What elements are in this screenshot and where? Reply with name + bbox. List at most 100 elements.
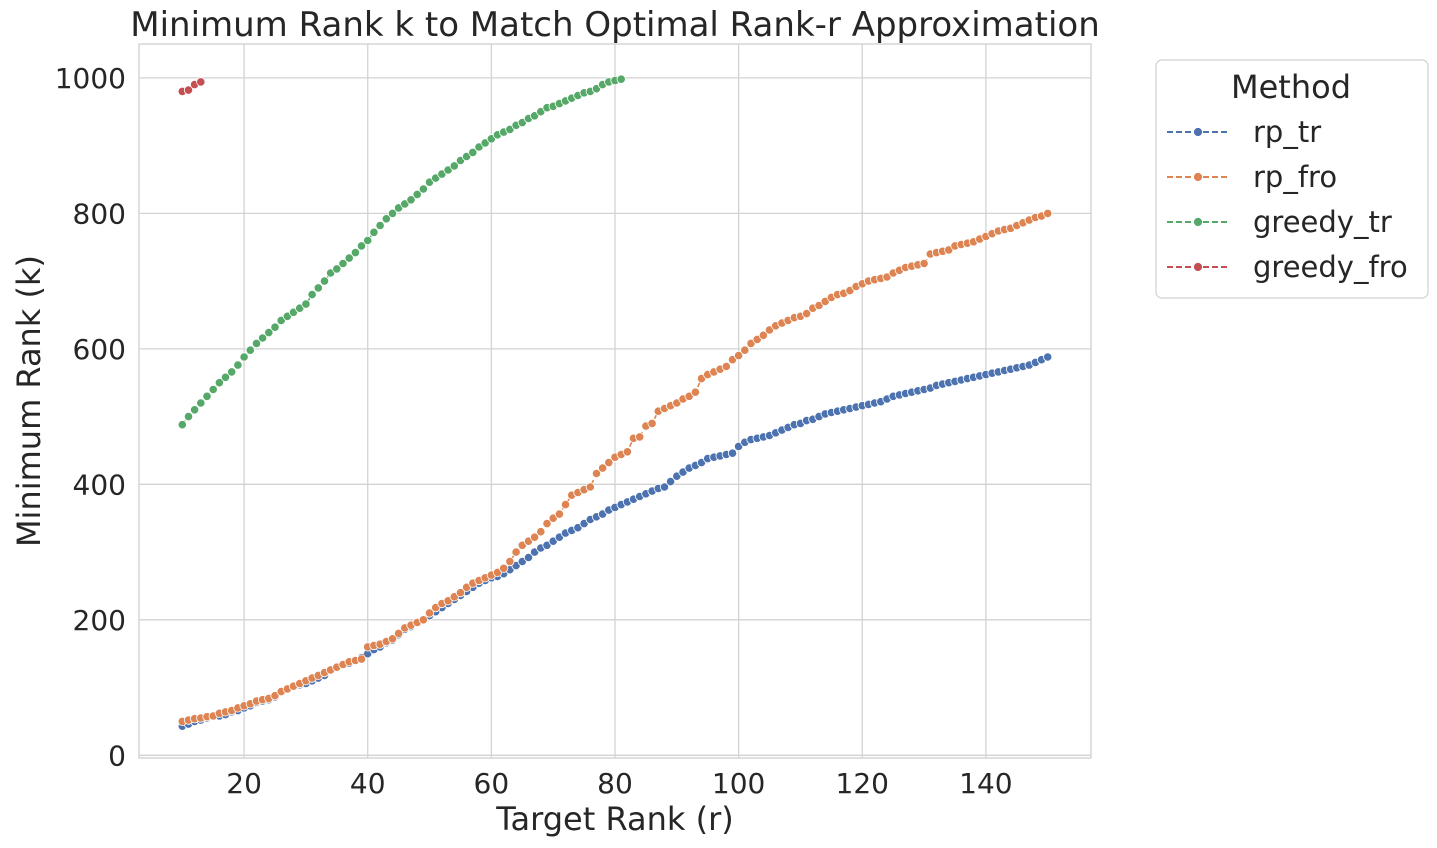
data-point bbox=[758, 330, 769, 340]
data-point bbox=[307, 289, 317, 300]
data-point bbox=[202, 391, 212, 401]
x-axis-label: Target Rank (r) bbox=[495, 800, 733, 838]
data-point bbox=[585, 482, 595, 492]
data-point bbox=[356, 654, 367, 664]
legend-label: rp_fro bbox=[1253, 160, 1337, 194]
data-point bbox=[338, 258, 348, 269]
data-point bbox=[196, 398, 206, 408]
y-tick-label: 200 bbox=[73, 604, 126, 637]
data-point bbox=[344, 253, 354, 263]
data-point bbox=[1043, 208, 1053, 218]
x-tick-label: 100 bbox=[712, 767, 765, 800]
data-point bbox=[257, 333, 268, 343]
data-point bbox=[468, 147, 478, 157]
data-point bbox=[208, 384, 218, 395]
data-point bbox=[733, 350, 744, 361]
x-tick-labels: 20 40 60 80 100 120 140 bbox=[226, 767, 1012, 800]
data-point bbox=[604, 457, 614, 468]
data-point bbox=[659, 482, 670, 492]
data-point bbox=[196, 77, 206, 87]
data-point bbox=[375, 220, 385, 231]
data-point bbox=[740, 345, 750, 355]
data-point bbox=[233, 360, 243, 370]
y-tick-labels: 0 200 400 600 800 1000 bbox=[55, 62, 126, 772]
data-point bbox=[227, 367, 237, 377]
data-point bbox=[319, 276, 330, 286]
data-point bbox=[505, 556, 515, 567]
legend-items: rp_tr rp_fro greedy_tr greedy_fro bbox=[1167, 115, 1408, 284]
y-tick-label: 0 bbox=[108, 739, 126, 772]
legend-marker bbox=[1193, 172, 1203, 182]
data-point bbox=[301, 299, 311, 309]
data-point bbox=[251, 338, 262, 348]
data-point bbox=[332, 264, 342, 274]
legend-label: greedy_tr bbox=[1253, 205, 1392, 239]
data-point bbox=[554, 509, 565, 519]
y-tick-label: 800 bbox=[73, 197, 126, 230]
data-point bbox=[313, 283, 323, 293]
legend-item-greedy_tr: greedy_tr bbox=[1167, 205, 1392, 239]
data-point bbox=[727, 448, 738, 458]
data-point bbox=[647, 418, 657, 428]
legend-marker bbox=[1193, 262, 1203, 272]
data-point bbox=[406, 195, 416, 205]
data-point bbox=[387, 208, 398, 218]
data-point bbox=[363, 235, 373, 246]
data-point bbox=[511, 547, 521, 557]
data-point bbox=[350, 248, 360, 258]
legend-item-greedy_fro: greedy_fro bbox=[1167, 250, 1408, 284]
data-point bbox=[177, 420, 187, 430]
data-point bbox=[523, 552, 534, 563]
y-tick-label: 600 bbox=[73, 333, 126, 366]
data-point bbox=[424, 608, 435, 618]
data-point bbox=[418, 184, 428, 194]
data-point bbox=[529, 532, 540, 542]
data-point bbox=[264, 327, 274, 338]
data-point bbox=[616, 74, 626, 84]
data-point bbox=[455, 588, 466, 598]
legend-label: rp_tr bbox=[1253, 115, 1321, 149]
data-point bbox=[665, 476, 676, 487]
chart-title: Minimum Rank k to Match Optimal Rank-r A… bbox=[130, 5, 1100, 45]
data-point bbox=[183, 85, 194, 95]
legend-label: greedy_fro bbox=[1253, 250, 1408, 284]
x-tick-label: 120 bbox=[836, 767, 889, 800]
legend-title: Method bbox=[1231, 68, 1351, 106]
data-point bbox=[597, 463, 608, 473]
legend-marker bbox=[1193, 127, 1203, 137]
legend-box bbox=[1155, 59, 1429, 299]
data-point bbox=[183, 411, 194, 422]
data-point bbox=[622, 447, 633, 457]
x-tick-label: 60 bbox=[474, 767, 510, 800]
legend-item-rp_fro: rp_fro bbox=[1167, 160, 1337, 194]
series-greedy_tr bbox=[177, 74, 626, 430]
data-point bbox=[542, 518, 552, 529]
data-point bbox=[190, 405, 200, 415]
data-point bbox=[245, 345, 255, 355]
data-point bbox=[560, 499, 571, 510]
data-point bbox=[801, 308, 812, 319]
x-tick-label: 20 bbox=[226, 767, 262, 800]
legend-marker bbox=[1193, 217, 1203, 227]
series-greedy_fro bbox=[177, 77, 206, 97]
data-point bbox=[387, 634, 398, 644]
data-point bbox=[412, 189, 422, 199]
y-tick-label: 1000 bbox=[55, 62, 126, 95]
data-point bbox=[690, 387, 701, 397]
data-point bbox=[919, 258, 929, 269]
x-tick-label: 40 bbox=[350, 767, 386, 800]
data-point bbox=[449, 161, 459, 171]
data-point bbox=[369, 227, 379, 237]
data-point bbox=[635, 432, 645, 442]
y-tick-label: 400 bbox=[73, 468, 126, 501]
x-tick-label: 140 bbox=[959, 767, 1012, 800]
data-point bbox=[356, 241, 367, 251]
data-point bbox=[721, 361, 731, 372]
legend-item-rp_tr: rp_tr bbox=[1167, 115, 1321, 149]
legend: Method rp_tr rp_fro greedy_tr greedy_fro bbox=[1155, 59, 1429, 299]
data-point bbox=[591, 468, 602, 479]
data-point bbox=[214, 378, 224, 388]
data-point bbox=[393, 628, 404, 639]
y-axis-label: Minimum Rank (k) bbox=[10, 255, 48, 547]
